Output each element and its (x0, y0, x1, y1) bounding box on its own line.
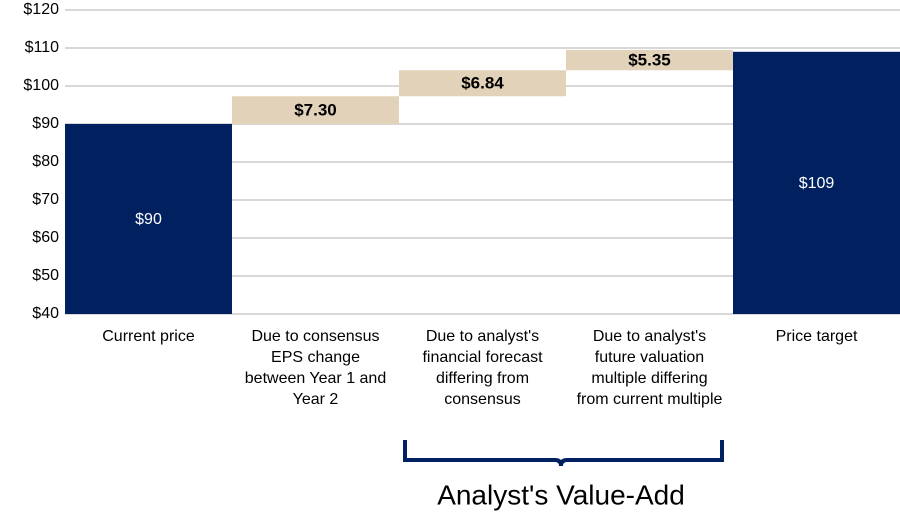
data-label: $7.30 (294, 101, 337, 120)
y-tick-label: $100 (23, 77, 59, 94)
bracket (403, 440, 724, 467)
y-tick-label: $120 (23, 1, 59, 18)
y-tick-label: $70 (32, 191, 59, 208)
y-tick-label: $50 (32, 267, 59, 284)
bar (566, 49, 733, 71)
bar (733, 51, 900, 315)
x-tick-label: Due to consensus EPS change between Year… (244, 328, 387, 408)
bar (65, 124, 232, 314)
data-label: $6.84 (461, 74, 504, 93)
bar (399, 70, 566, 97)
data-label: $5.35 (628, 51, 671, 70)
annotation: Analyst's Value-Add (437, 479, 685, 510)
x-tick-label: Due to analyst's financial forecast diff… (422, 328, 543, 408)
x-tick-label: Price target (775, 328, 858, 345)
y-tick-label: $90 (32, 115, 59, 132)
y-tick-label: $40 (32, 305, 59, 322)
data-label: $90 (135, 211, 162, 228)
x-tick-label: Current price (102, 328, 195, 345)
y-tick-label: $60 (32, 229, 59, 246)
data-label: $109 (799, 175, 835, 192)
y-tick-label: $80 (32, 153, 59, 170)
y-tick-label: $110 (25, 39, 60, 56)
x-tick-label: Due to analyst's future valuation multip… (576, 328, 723, 408)
bar (232, 96, 399, 124)
